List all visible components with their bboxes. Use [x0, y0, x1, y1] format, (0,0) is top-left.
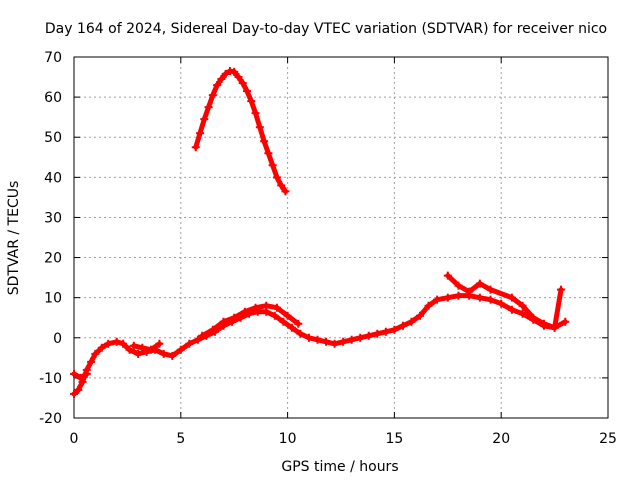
series-segment — [285, 313, 301, 327]
y-axis-ticks: -20 -10 0 10 20 30 40 50 60 70 — [39, 50, 608, 427]
data-point — [294, 319, 303, 328]
y-tick-label: -10 — [39, 371, 62, 387]
chart-title: Day 164 of 2024, Sidereal Day-to-day VTE… — [45, 21, 607, 37]
y-tick-label: 50 — [44, 130, 62, 146]
x-tick-label: 15 — [385, 431, 403, 447]
x-tick-label: 20 — [492, 431, 510, 447]
y-tick-label: 60 — [44, 90, 62, 106]
data-point — [557, 285, 566, 294]
series-1 — [70, 291, 570, 398]
data-point — [281, 187, 290, 196]
y-axis-label: SDTVAR / TECUs — [6, 181, 22, 296]
y-tick-label: -20 — [39, 411, 62, 427]
series-3 — [191, 67, 290, 196]
series-2 — [70, 271, 566, 382]
y-tick-label: 10 — [44, 291, 62, 307]
data-point — [155, 339, 164, 348]
series-segment — [552, 287, 564, 331]
y-tick-label: 0 — [53, 331, 62, 347]
plot-frame — [73, 56, 609, 419]
x-axis-label: GPS time / hours — [281, 459, 398, 475]
series-segment — [148, 341, 162, 353]
series-segment — [488, 287, 515, 301]
y-tick-label: 20 — [44, 251, 62, 267]
x-axis-ticks: 0 5 10 15 20 25 — [70, 57, 617, 447]
y-tick-label: 30 — [44, 210, 62, 226]
data-point — [82, 369, 91, 378]
x-tick-label: 5 — [176, 431, 185, 447]
y-tick-label: 70 — [44, 50, 62, 66]
x-tick-label: 25 — [599, 431, 617, 447]
x-tick-label: 10 — [279, 431, 297, 447]
y-tick-label: 40 — [44, 170, 62, 186]
data-point — [561, 317, 570, 326]
series-segment — [520, 303, 536, 321]
data-points — [70, 67, 570, 398]
grid-lines — [74, 57, 608, 418]
x-tick-label: 0 — [70, 431, 79, 447]
